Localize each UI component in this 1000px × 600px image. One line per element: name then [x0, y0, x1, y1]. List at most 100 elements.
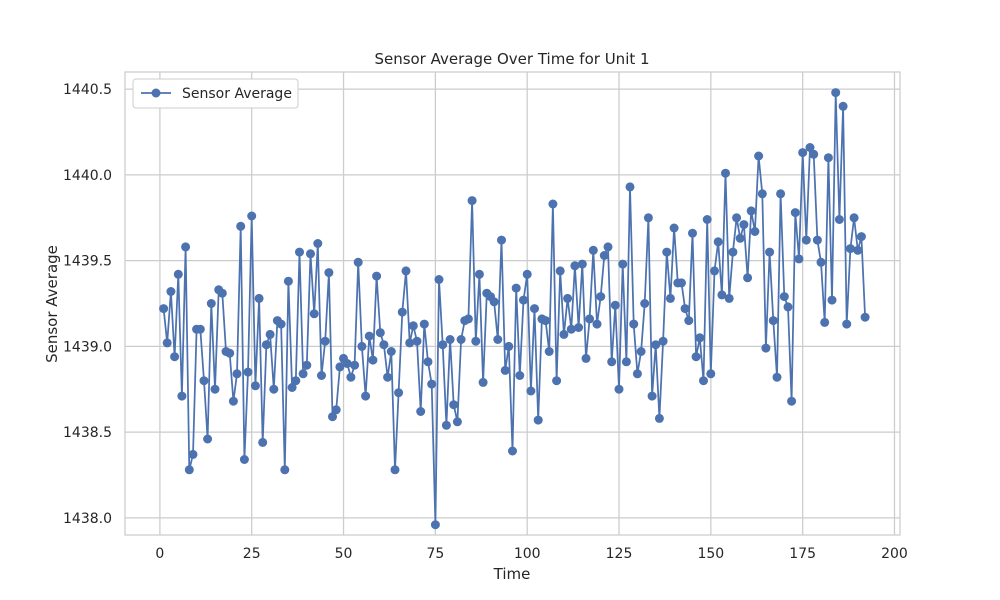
data-point [735, 233, 745, 243]
x-axis-title: Time [493, 565, 531, 583]
data-point [563, 293, 573, 303]
data-point [375, 328, 385, 338]
x-tick-label: 175 [789, 546, 816, 562]
data-point [456, 335, 466, 344]
data-point [474, 269, 484, 279]
data-point [827, 295, 837, 305]
data-point [570, 261, 580, 271]
data-point [665, 293, 675, 303]
data-point [397, 307, 407, 317]
data-point [831, 88, 841, 98]
data-point [508, 446, 517, 456]
data-point [577, 259, 587, 269]
data-point [669, 223, 679, 233]
data-point [317, 371, 326, 380]
data-point [504, 341, 514, 351]
data-point [452, 417, 462, 427]
data-point [449, 400, 459, 410]
data-point [295, 247, 304, 257]
data-point [625, 182, 635, 192]
data-point [188, 449, 198, 459]
data-point [467, 196, 477, 206]
data-point [710, 266, 719, 276]
x-tick-label: 0 [155, 546, 164, 562]
data-point [265, 329, 275, 339]
data-point [394, 388, 404, 398]
data-point [445, 335, 455, 344]
data-point [364, 331, 374, 341]
data-point [173, 269, 183, 279]
y-tick-label: 1440.5 [63, 82, 112, 98]
data-point [463, 314, 473, 324]
data-point [261, 340, 271, 350]
data-point [684, 316, 694, 326]
data-point [750, 227, 760, 236]
data-point [243, 367, 253, 377]
x-tick-label: 125 [606, 546, 633, 562]
data-point [860, 312, 870, 322]
data-point [849, 213, 859, 223]
data-point [283, 276, 293, 286]
data-point [401, 266, 411, 276]
data-point [313, 239, 323, 248]
y-tick-label: 1438.5 [63, 425, 112, 441]
data-point [765, 247, 775, 257]
plot-frame [124, 71, 901, 536]
data-point [717, 290, 727, 300]
data-point [346, 372, 356, 382]
x-tick-label: 50 [335, 546, 353, 562]
data-point [269, 384, 279, 394]
data-point [809, 149, 819, 159]
data-point [471, 336, 481, 346]
data-point [430, 520, 440, 530]
data-point [581, 353, 591, 363]
data-point [247, 211, 257, 221]
data-point [629, 319, 639, 329]
chart-title: Sensor Average Over Time for Unit 1 [374, 50, 649, 68]
data-point [342, 359, 352, 368]
x-tick-label: 25 [243, 546, 261, 562]
data-point [379, 340, 389, 350]
data-point [801, 235, 811, 245]
x-tick-label: 75 [426, 546, 444, 562]
data-point [177, 391, 187, 401]
data-point [408, 321, 418, 331]
data-point [772, 372, 782, 382]
data-point [746, 206, 756, 216]
data-point [739, 220, 749, 230]
data-point [691, 352, 701, 362]
data-point [225, 348, 235, 358]
data-point [258, 437, 268, 447]
data-point [159, 304, 169, 314]
data-point [372, 271, 382, 281]
y-tick-label: 1439.5 [63, 254, 112, 270]
data-point [276, 319, 286, 329]
data-point [419, 319, 429, 329]
data-point [500, 365, 510, 375]
data-point [761, 343, 771, 353]
data-point [651, 340, 661, 350]
data-point [361, 391, 371, 401]
data-point [434, 275, 444, 284]
data-point [166, 287, 176, 296]
data-point [555, 266, 565, 276]
data-point [203, 434, 213, 444]
data-point [798, 148, 808, 158]
data-point [412, 336, 422, 346]
data-point [853, 245, 863, 255]
y-tick-label: 1440.0 [63, 168, 112, 184]
data-point [779, 292, 789, 302]
data-point [210, 384, 220, 394]
data-point [702, 215, 712, 224]
data-point [298, 369, 308, 379]
data-point [548, 199, 558, 209]
data-point [838, 101, 848, 111]
data-point [610, 300, 620, 310]
data-point [574, 323, 584, 332]
data-point [423, 357, 433, 367]
data-point [787, 396, 797, 406]
data-point [530, 304, 539, 314]
data-point [805, 143, 815, 152]
data-point [427, 379, 437, 389]
